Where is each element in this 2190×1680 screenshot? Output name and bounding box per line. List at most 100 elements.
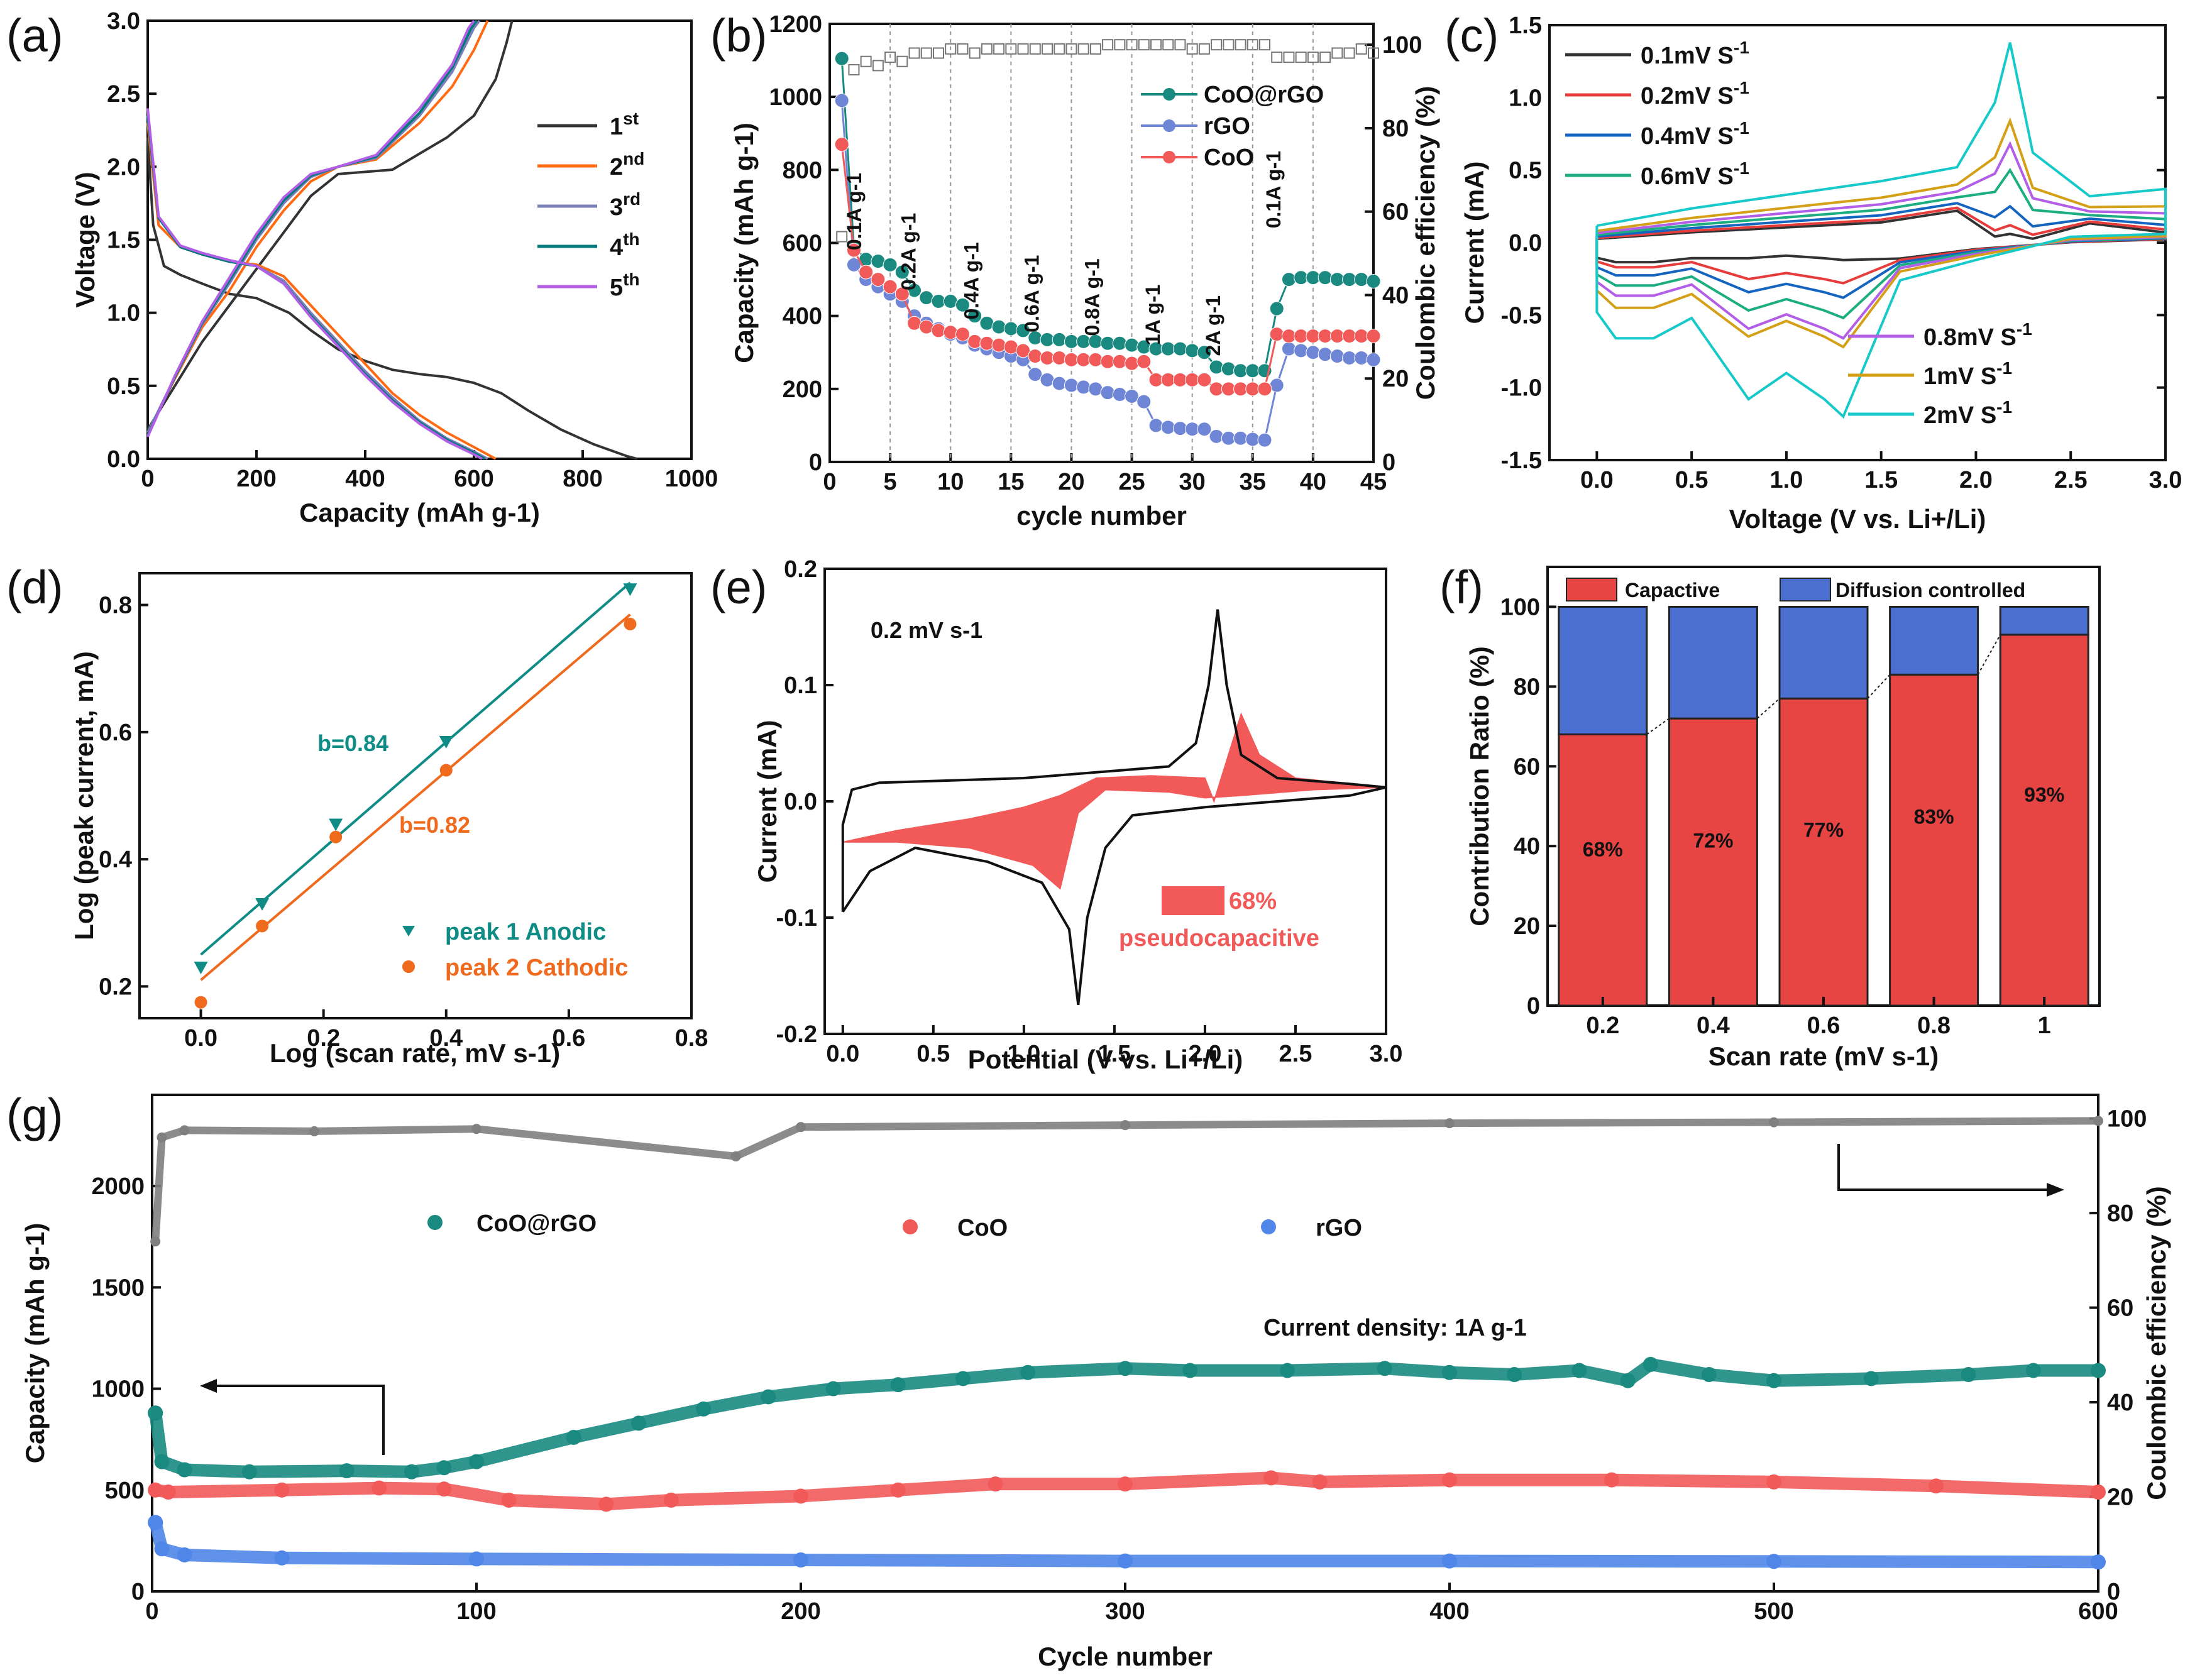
legend-sup: rd [623, 189, 641, 209]
x-tick-label: 1000 [665, 466, 718, 492]
legend-label: 5th [610, 270, 640, 301]
legend-base: 3 [610, 194, 623, 221]
panel-label: (a) [6, 9, 63, 62]
legend-sup: th [623, 229, 639, 249]
data-point-CoO [894, 287, 910, 302]
legend-label: 4th [610, 229, 640, 261]
ce-band [151, 1117, 2102, 1246]
data-point-CoO@rGO [1233, 363, 1248, 378]
panel-f: 0 20 40 60 80 100 0.2 68% 0.4 72% 0.6 77% 0.8 83% 1 93%… [1439, 561, 2101, 1071]
x-tick-label: 0.8 [675, 1025, 708, 1051]
data-point-rGO [1233, 431, 1248, 446]
data-point-CoO@rGO [1003, 321, 1018, 336]
bar-diffusion [1778, 605, 1869, 700]
coo-rgo-point [1280, 1363, 1295, 1378]
y-tick-label: 1200 [769, 11, 822, 38]
data-point-rGO [1245, 432, 1260, 447]
ce-point [1211, 39, 1223, 51]
data-point-CoO [1064, 352, 1079, 367]
panel-b: 0 5 10 15 20 25 30 35 40 450200400600800100012000… [710, 9, 1440, 530]
coo-rgo-point [631, 1415, 646, 1431]
plot-frame [138, 572, 693, 1019]
legend-base: 1mV S [1923, 363, 1996, 390]
coo-point [371, 1480, 387, 1496]
ce-point [2093, 1116, 2103, 1126]
data-point-rGO [1306, 345, 1321, 360]
data-point-CoO@rGO [967, 309, 982, 324]
x-axis-title: cycle number [1016, 501, 1187, 530]
y2-tick-label: 100 [2107, 1106, 2147, 1133]
legend-marker [1261, 1219, 1276, 1234]
coo-point [663, 1492, 679, 1508]
y-tick-label: 0.1 [784, 673, 817, 699]
coo-rgo-point [2025, 1363, 2041, 1378]
coo-rgo-point [761, 1389, 776, 1405]
ce-point [1246, 39, 1258, 51]
data-point-CoO@rGO [1172, 341, 1187, 356]
data-point-rGO [1172, 421, 1187, 436]
data-point-rGO [1221, 431, 1236, 446]
data-point-CoO [1160, 372, 1175, 387]
x-tick-label: 0.2 [1586, 1013, 1619, 1039]
y-tick-label: 1500 [91, 1275, 145, 1301]
data-point-CoO@rGO [919, 290, 934, 305]
cv-curve-5 [1595, 117, 2167, 349]
y2-tick-label: 20 [1382, 366, 1409, 392]
data-point-CoO [1294, 329, 1309, 344]
y-tick-label: 2.5 [107, 81, 140, 107]
legend-label: CoO@rGO [476, 1211, 597, 1237]
legend-label: 2nd [610, 149, 644, 180]
rgo-point [1442, 1553, 1457, 1569]
legend-marker [903, 1219, 918, 1234]
coo-point [793, 1488, 808, 1504]
coo-point [436, 1481, 452, 1497]
legend-base: 5 [610, 275, 623, 301]
y2-tick-label: 20 [2107, 1485, 2133, 1511]
ce-point [1114, 39, 1126, 51]
y-axis-title: Log (peak current, mA) [69, 651, 99, 940]
y-tick-label: 80 [1514, 674, 1540, 700]
coo-rgo-point [1377, 1361, 1392, 1376]
x-tick-label: 200 [781, 1598, 820, 1625]
legend-label: CoO [957, 1215, 1008, 1241]
ce-point [150, 1236, 161, 1247]
data-point-CoO@rGO [1125, 338, 1140, 353]
legend-label: 0.2mV S-1 [1641, 78, 1749, 109]
ce-point [1444, 1118, 1455, 1129]
legend-marker [402, 926, 415, 936]
data-point-CoO [834, 137, 849, 152]
y-axis-title: Capacity (mAh g-1) [729, 123, 759, 363]
data-point-CoO [943, 325, 958, 340]
data-point-rGO [1294, 343, 1309, 358]
ce-point [896, 55, 908, 67]
x-tick-label: 0 [823, 469, 836, 495]
legend-sup: nd [623, 149, 644, 168]
data-point-CoO [955, 327, 970, 342]
data-point-rGO [1052, 376, 1067, 391]
y-tick-label: -0.1 [776, 905, 817, 931]
legend-label: 0.8mV S-1 [1923, 319, 2032, 351]
y-tick-label: 1000 [91, 1376, 145, 1403]
bar-capactive [1999, 634, 2089, 1007]
y-tick-label: 0.5 [107, 373, 140, 400]
x-tick-label: 2.0 [1189, 1041, 1222, 1067]
ce-point [1065, 43, 1077, 55]
x-tick-label: 500 [1754, 1598, 1793, 1625]
data-point-CoO [1197, 372, 1212, 387]
data-point-rGO [1342, 350, 1357, 365]
coo-rgo-point [2091, 1363, 2106, 1378]
bar-capactive [1668, 717, 1758, 1007]
legend-base: 0.2mV S [1641, 83, 1734, 109]
x-tick-label: 0.5 [1675, 467, 1709, 493]
data-point-CoO@rGO [1318, 270, 1333, 285]
legend-label: 68% [1229, 888, 1277, 914]
cv-outline [841, 609, 1387, 1006]
coo-point [148, 1482, 163, 1498]
x-tick-label: 3.0 [1370, 1041, 1403, 1067]
legend-swatch [1566, 578, 1617, 601]
ce-point [1089, 43, 1101, 55]
ce-point [1077, 43, 1089, 55]
coo-rgo-point [154, 1454, 170, 1469]
ce-point [1198, 43, 1210, 55]
ce-point [1295, 52, 1307, 63]
